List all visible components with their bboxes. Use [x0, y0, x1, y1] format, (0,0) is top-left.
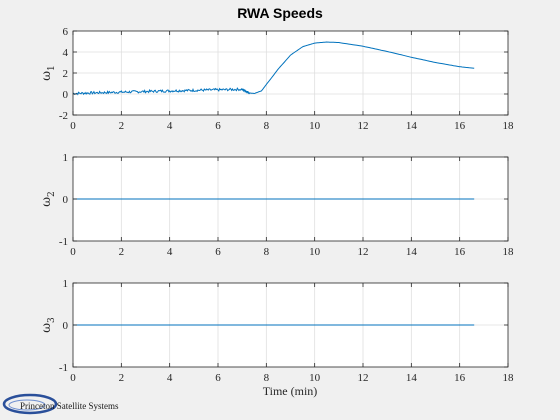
- x-tick-label: 10: [309, 120, 321, 132]
- x-tick-label: 16: [454, 372, 466, 384]
- x-tick-label: 12: [358, 246, 369, 258]
- x-tick-label: 18: [503, 372, 515, 384]
- x-tick-label: 12: [358, 372, 369, 384]
- y-axis-label-symbol: ω: [39, 323, 53, 333]
- y-axis-label-symbol: ω: [39, 197, 53, 207]
- y-axis-label-subscript: 3: [47, 317, 57, 323]
- x-tick-label: 2: [119, 246, 125, 258]
- x-tick-label: 14: [406, 372, 418, 384]
- x-tick-label: 2: [119, 372, 125, 384]
- y-tick-label: 1: [63, 278, 69, 290]
- logo-swoosh-inner: [8, 399, 46, 411]
- y-axis-label-subscript: 1: [47, 65, 57, 71]
- x-tick-label: 4: [167, 120, 173, 132]
- x-tick-label: 16: [454, 120, 466, 132]
- y-axis-label: ω2: [39, 191, 57, 207]
- y-axis-label-subscript: 2: [47, 191, 57, 197]
- company-logo: Princeton Satellite Systems: [2, 393, 119, 415]
- y-axis-label-symbol: ω: [39, 71, 53, 81]
- y-tick-label: -1: [59, 236, 68, 248]
- x-tick-label: 8: [264, 120, 270, 132]
- x-tick-label: 12: [358, 120, 369, 132]
- x-tick-label: 4: [167, 372, 173, 384]
- y-axis-label: ω1: [39, 65, 57, 81]
- x-axis-label: Time (min): [263, 384, 318, 398]
- x-tick-label: 18: [503, 246, 515, 258]
- x-tick-label: 8: [264, 372, 270, 384]
- y-axis-label: ω3: [39, 317, 57, 333]
- x-tick-label: 0: [70, 120, 76, 132]
- x-tick-label: 14: [406, 246, 418, 258]
- x-tick-label: 0: [70, 246, 76, 258]
- y-tick-label: 0: [63, 194, 69, 206]
- series-line-1: [72, 41, 475, 96]
- logo-swoosh: [2, 393, 58, 415]
- x-tick-label: 6: [215, 372, 221, 384]
- x-tick-label: 6: [215, 120, 221, 132]
- x-tick-label: 0: [70, 372, 76, 384]
- x-tick-label: 14: [406, 120, 418, 132]
- figure-title: RWA Speeds: [237, 5, 323, 21]
- x-tick-label: 10: [309, 372, 321, 384]
- x-tick-label: 10: [309, 246, 321, 258]
- y-tick-label: 4: [63, 47, 69, 59]
- y-tick-label: 1: [63, 152, 69, 164]
- y-tick-label: 0: [63, 320, 69, 332]
- x-tick-label: 16: [454, 246, 466, 258]
- y-tick-label: 6: [63, 26, 69, 38]
- y-tick-label: -2: [59, 110, 68, 122]
- logo-text: Princeton Satellite Systems: [20, 401, 119, 411]
- y-tick-label: 2: [63, 68, 69, 80]
- x-tick-label: 8: [264, 246, 270, 258]
- x-tick-label: 4: [167, 246, 173, 258]
- x-tick-label: 6: [215, 246, 221, 258]
- y-tick-label: 0: [63, 89, 69, 101]
- x-tick-label: 2: [119, 120, 125, 132]
- y-tick-label: -1: [59, 362, 68, 374]
- x-tick-label: 18: [503, 120, 515, 132]
